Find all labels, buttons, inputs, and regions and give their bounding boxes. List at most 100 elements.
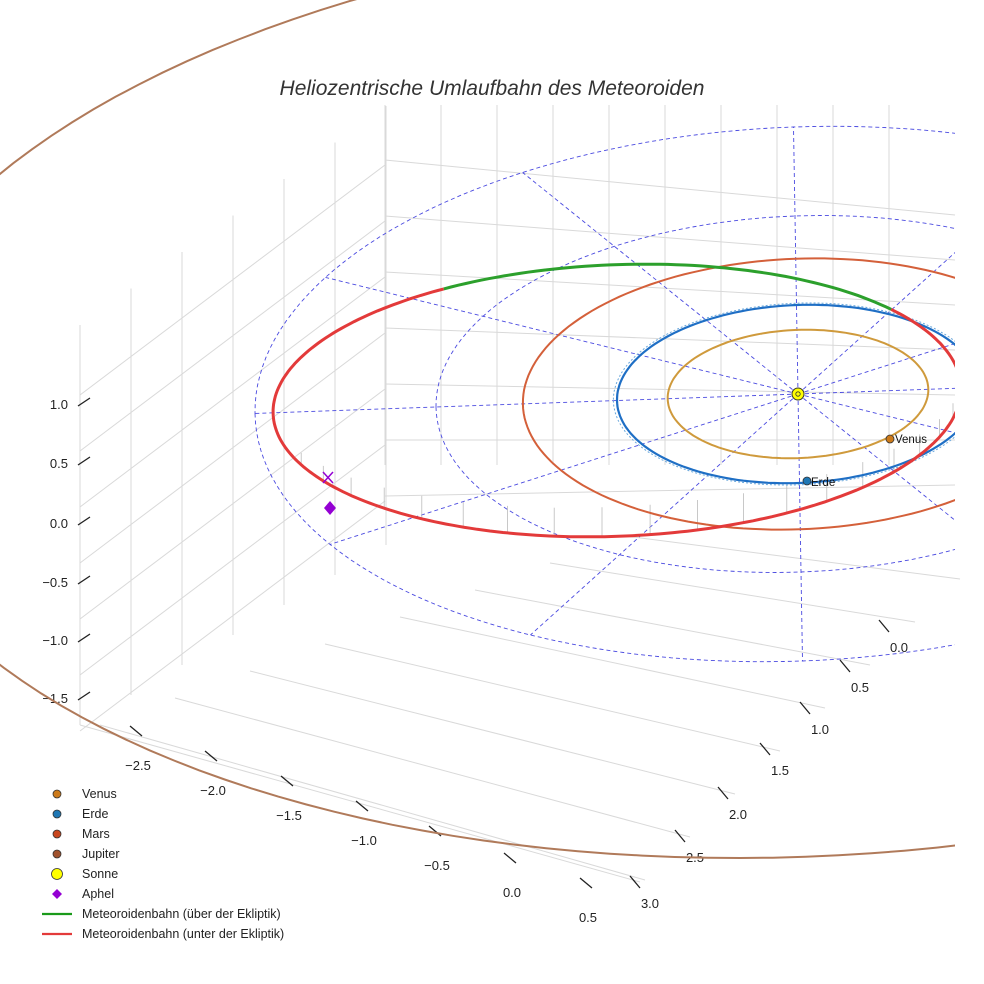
z-tick-label-6: −1.5 [42,691,68,706]
ecliptic-spoke-2 [329,393,799,545]
z-tick-label-1: 1.0 [50,397,68,412]
ecliptic-ring-3 [254,125,955,663]
legend-marker-5 [51,868,63,880]
ecliptic-spoke-10 [793,126,799,395]
y-tick-label-7: 3.0 [641,896,659,911]
ecliptic-spoke-1 [254,393,799,414]
z-tick-mark-3 [77,516,91,526]
pane-left-hline-5 [79,388,386,620]
ecliptic-spoke-8 [797,343,955,395]
earth-marker [802,476,812,486]
legend-label-5: Sonne [82,867,118,881]
z-tick-mark-4 [77,575,91,585]
x-tick-mark-6 [503,852,517,864]
meteoroid-orbit-above-ecliptic [443,262,892,311]
x-tick-mark-1 [129,725,143,737]
legend-label-3: Mars [82,827,110,841]
x-tick-label-5: −0.5 [424,858,450,873]
x-tick-label-3: −1.5 [276,808,302,823]
y-tick-mark-3 [799,701,811,715]
ecliptic-spoke-4 [797,393,803,662]
aphelion-projection-x-icon [322,471,334,484]
x-tick-label-7: 0.5 [579,910,597,925]
pane-back-hline-2 [384,215,956,261]
pane-back-hline-3 [384,271,956,306]
pane-left-hline-6 [79,444,386,676]
legend-marker-6 [52,889,62,899]
legend-marker-4 [52,849,62,859]
pane-back-hline-7 [384,484,956,497]
y-tick-label-3: 1.0 [811,722,829,737]
x-tick-mark-3 [280,775,294,787]
y-tick-mark-5 [717,786,729,800]
chart-title: Heliozentrische Umlaufbahn des Meteoroid… [280,77,705,100]
legend-label-4: Jupiter [82,847,120,861]
earth-orbit [615,303,955,485]
x-tick-label-2: −2.0 [200,783,226,798]
ecliptic-spoke-11 [522,172,799,395]
legend-label-8: Meteoroidenbahn (unter der Ekliptik) [82,927,284,941]
aphelion-diamond-icon [324,501,336,515]
legend-marker-3 [52,829,62,839]
pane-floor-line-4 [324,643,781,752]
z-tick-mark-6 [77,691,91,701]
ecliptic-spoke-3 [530,393,799,636]
ecliptic-spoke-7 [797,387,955,395]
y-tick-label-2: 0.5 [851,680,869,695]
y-tick-label-5: 2.0 [729,807,747,822]
pane-floor-line-2 [174,697,691,838]
z-tick-label-5: −1.0 [42,633,68,648]
pane-left-hline-3 [79,276,386,508]
pane-floor-line-5 [399,616,826,709]
venus-label: Venus [895,434,927,446]
ecliptic-spoke-6 [797,393,955,434]
z-tick-mark-5 [77,633,91,643]
ecliptic-spoke-5 [797,393,955,521]
ecliptic-spoke-9 [797,252,955,395]
z-tick-label-4: −0.5 [42,575,68,590]
x-tick-mark-2 [204,750,218,762]
mars-orbit [521,257,955,531]
z-tick-label-3: 0.0 [50,516,68,531]
legend-label-6: Aphel [82,887,114,901]
legend-label-7: Meteoroidenbahn (über der Ekliptik) [82,907,281,921]
ecliptic-polar-grid [254,125,955,663]
ecliptic-ring-2 [435,215,955,573]
y-tick-mark-1 [878,619,890,633]
z-tick-label-2: 0.5 [50,456,68,471]
legend-marker-1 [52,789,62,799]
legend: Venus Erde Mars Jupiter Sonne Aphel Meteoroide… [42,787,284,941]
legend-label-1: Venus [82,787,117,801]
y-tick-label-1: 0.0 [890,640,908,655]
sun-marker [791,387,805,401]
axis-pane-grid [79,105,961,883]
legend-marker-2 [52,809,62,819]
x-tick-label-1: −2.5 [125,758,151,773]
x-tick-label-6: 0.0 [503,885,521,900]
legend-label-2: Erde [82,807,108,821]
pane-back-hline-1 [384,159,956,216]
pane-floor-line-1 [99,724,646,881]
pane-left-hline-2 [79,220,386,452]
z-tick-mark-2 [77,456,91,466]
pane-back-hline-4 [384,327,956,351]
pane-left-hline-4 [79,332,386,564]
pane-floor-line-6 [474,589,871,666]
x-tick-mark-4 [355,800,369,812]
pane-back-hline-5 [384,383,956,396]
y-tick-label-4: 1.5 [771,763,789,778]
x-tick-label-4: −1.0 [351,833,377,848]
y-tick-mark-4 [759,742,771,756]
ecliptic-spoke-12 [325,276,799,395]
jupiter-orbit [0,0,955,860]
pane-floor-line-3 [249,670,736,795]
meteoroid-orbit-below-ecliptic [271,287,955,539]
pane-left-hline-1 [79,164,386,396]
pane-floor-line-7 [549,562,916,623]
y-tick-mark-6 [674,829,686,843]
sun-marker-core [795,391,801,397]
meteoroid-droplines [300,403,954,537]
earth-label: Erde [811,477,835,489]
y-tick-mark-2 [839,659,851,673]
